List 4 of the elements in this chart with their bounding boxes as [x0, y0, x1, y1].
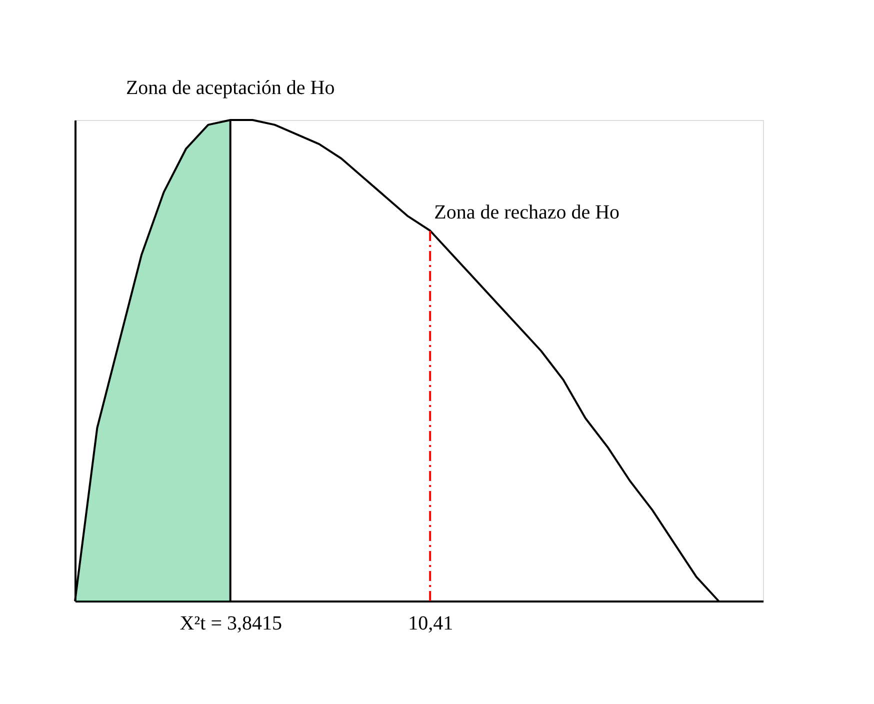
x-tick-label: X²t = 3,8415	[180, 612, 282, 634]
annotation: Zona de rechazo de Ho	[434, 202, 620, 224]
annotation: Zona de aceptación de Ho	[126, 77, 335, 99]
x-tick-label: 10,41	[408, 612, 454, 634]
